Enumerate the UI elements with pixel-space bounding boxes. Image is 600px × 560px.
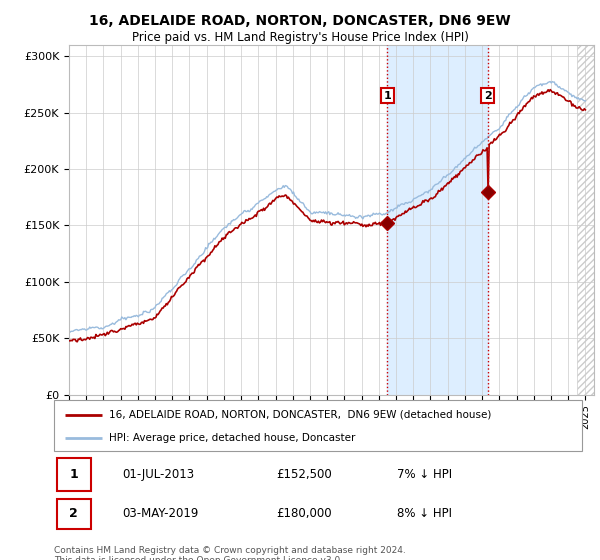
Bar [56,498,91,529]
Text: £152,500: £152,500 [276,468,332,481]
Text: 7% ↓ HPI: 7% ↓ HPI [397,468,452,481]
Text: 2: 2 [484,91,491,101]
Text: 1: 1 [383,91,391,101]
Text: 8% ↓ HPI: 8% ↓ HPI [397,507,452,520]
Text: HPI: Average price, detached house, Doncaster: HPI: Average price, detached house, Donc… [109,433,356,443]
Text: 03-MAY-2019: 03-MAY-2019 [122,507,199,520]
Text: 16, ADELAIDE ROAD, NORTON, DONCASTER,  DN6 9EW (detached house): 16, ADELAIDE ROAD, NORTON, DONCASTER, DN… [109,409,492,419]
Text: Contains HM Land Registry data © Crown copyright and database right 2024.
This d: Contains HM Land Registry data © Crown c… [54,546,406,560]
Text: 2: 2 [69,507,78,520]
Text: 1: 1 [69,468,78,481]
Bar [388,45,488,395]
Text: £180,000: £180,000 [276,507,331,520]
Text: 16, ADELAIDE ROAD, NORTON, DONCASTER, DN6 9EW: 16, ADELAIDE ROAD, NORTON, DONCASTER, DN… [89,14,511,28]
Text: 01-JUL-2013: 01-JUL-2013 [122,468,195,481]
Bar [577,45,594,395]
Bar [56,458,91,492]
Text: Price paid vs. HM Land Registry's House Price Index (HPI): Price paid vs. HM Land Registry's House … [131,31,469,44]
